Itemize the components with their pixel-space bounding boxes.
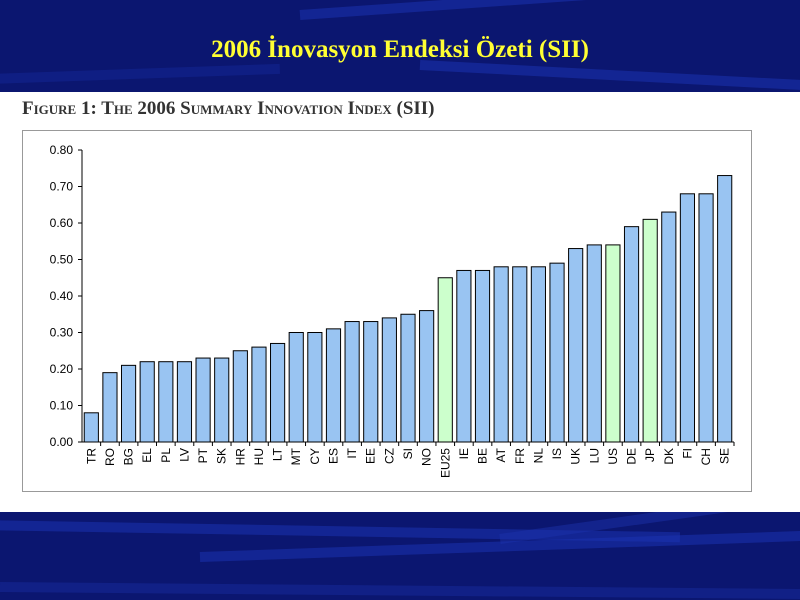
title-band [0,0,800,92]
chart-frame: 0.00 0.10 0.20 0.30 0.40 0.50 0.60 0.70 0.80 TR RO… [22,130,752,492]
x-tick-label: UK [569,448,583,465]
x-tick-label: HR [233,448,247,466]
x-tick-label: FR [513,448,527,464]
y-tick-label: 0.70 [50,180,74,194]
x-tick-label: CY [308,448,322,465]
y-tick-label: 0.00 [50,435,74,449]
x-tick-label: LV [177,448,191,462]
bar-pl [158,361,174,443]
x-tick-label: EE [364,448,378,464]
y-tick-label: 0.10 [50,399,74,413]
bar-de [623,226,640,443]
bar-pt [195,357,211,443]
bar-ch [698,193,714,443]
bar-lv [176,361,193,443]
footer-band [0,512,800,600]
x-tick-label: MT [289,447,303,465]
bar-el [139,361,155,443]
bar-fi [679,193,696,443]
y-tick-label: 0.30 [50,326,74,340]
bar-ie [456,269,472,443]
bar-cz [381,317,397,443]
bar-se [717,175,733,443]
bar-lu [586,244,602,443]
slide-title: 2006 İnovasyon Endeksi Özeti (SII) [211,36,589,63]
x-tick-label: US [606,448,620,465]
x-tick-label: IS [550,448,564,459]
x-tick-label: TR [84,448,98,464]
x-tick-label: NO [420,448,434,466]
x-tick-label: JP [643,448,657,462]
bar-uk [568,248,584,443]
x-tick-label: PL [159,448,173,463]
x-tick-label: SI [401,448,415,459]
bar-eu25 [437,277,453,443]
decorative-streak [299,0,800,20]
bar-is [549,262,565,443]
decorative-streak [0,582,800,600]
x-tick-label: DK [662,448,676,465]
x-tick-label: SK [215,448,229,464]
x-tick-label: HU [252,448,266,465]
bar-sk [214,357,230,443]
x-tick-label: CH [699,448,713,465]
x-tick-label: EL [140,448,154,463]
x-tick-label: SE [718,448,732,464]
bar-fr [512,266,528,443]
bar-lt [270,342,286,443]
decorative-streak [419,60,800,92]
bar-be [474,269,491,443]
bar-at [493,266,509,443]
bar-dk [661,211,677,443]
bar-si [400,313,416,443]
x-tick-label: LT [271,447,285,461]
bar-hu [251,346,267,443]
bar-nl [530,266,546,443]
x-tick-label: BE [476,448,490,464]
figure-caption: Figure 1: The 2006 Summary Innovation In… [22,98,435,119]
bar-it [344,321,360,443]
bar-chart: 0.00 0.10 0.20 0.30 0.40 0.50 0.60 0.70 0.80 TR RO… [50,143,735,478]
y-tick-label: 0.50 [50,253,74,267]
bar-bg [120,364,137,443]
x-tick-label: DE [625,448,639,465]
decorative-streak [0,63,280,85]
x-tick-label: EU25 [438,448,452,478]
bar-ro [102,372,118,443]
y-tick-label: 0.60 [50,216,74,230]
bar-ee [363,321,379,443]
x-tick-label: IT [345,447,359,458]
x-tick-label: CZ [382,448,396,464]
y-tick-label: 0.80 [50,143,74,157]
bar-mt [288,332,304,443]
bar-us [605,244,621,443]
bar-hr [232,350,248,443]
bar-no [419,310,435,443]
bar-es [325,328,342,443]
x-tick-label: RO [103,448,117,466]
x-tick-label: PT [196,447,210,463]
x-tick-label: LU [587,448,601,463]
x-tick-label: FI [680,448,694,459]
x-tick-label: IE [457,448,471,459]
x-tick-label: NL [531,448,545,464]
bar-jp [642,218,658,443]
x-tick-label: BG [122,448,136,465]
bar-cy [307,332,323,443]
bar-tr [83,412,99,443]
y-tick-label: 0.20 [50,362,74,376]
x-tick-label: AT [494,447,508,462]
y-tick-label: 0.40 [50,289,74,303]
x-tick-label: ES [326,448,340,464]
